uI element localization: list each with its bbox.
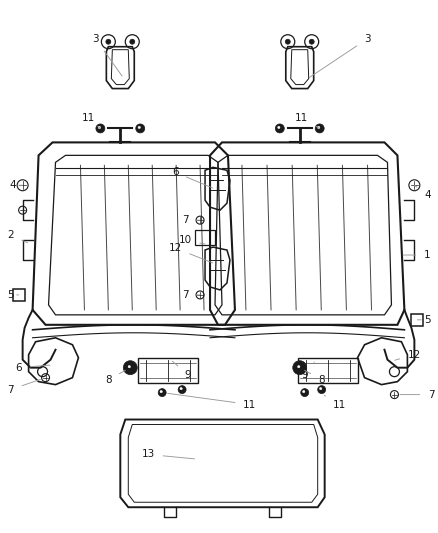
Text: 4: 4 <box>414 185 431 200</box>
Circle shape <box>318 385 326 393</box>
Circle shape <box>160 390 162 393</box>
Text: 11: 11 <box>325 395 346 409</box>
Text: 7: 7 <box>400 390 434 400</box>
Text: 1: 1 <box>403 250 431 260</box>
Circle shape <box>301 389 309 397</box>
Text: 3: 3 <box>309 34 371 77</box>
Text: 10: 10 <box>179 235 205 245</box>
Bar <box>195 230 215 245</box>
Text: 11: 11 <box>82 114 100 128</box>
Text: 2: 2 <box>7 230 28 243</box>
Text: 11: 11 <box>168 393 257 409</box>
Text: 11: 11 <box>295 114 320 128</box>
Circle shape <box>96 124 105 133</box>
Circle shape <box>138 126 141 128</box>
Circle shape <box>278 126 280 128</box>
Circle shape <box>276 124 284 133</box>
Bar <box>138 358 198 383</box>
Text: 3: 3 <box>92 34 122 76</box>
Circle shape <box>130 39 135 44</box>
Circle shape <box>319 387 322 390</box>
Circle shape <box>178 385 186 393</box>
Circle shape <box>128 366 131 368</box>
Bar <box>13 289 25 301</box>
Circle shape <box>303 390 305 393</box>
Circle shape <box>315 124 324 133</box>
Circle shape <box>318 126 320 128</box>
Text: 9: 9 <box>301 362 314 379</box>
Text: 9: 9 <box>173 361 191 379</box>
Bar <box>298 358 357 383</box>
Text: 7: 7 <box>182 215 200 225</box>
Text: 4: 4 <box>9 180 23 190</box>
Circle shape <box>106 39 111 44</box>
Circle shape <box>285 39 290 44</box>
Bar <box>411 314 424 326</box>
Text: 12: 12 <box>169 243 213 263</box>
Circle shape <box>180 387 182 390</box>
Circle shape <box>293 361 307 375</box>
Circle shape <box>297 366 300 368</box>
Text: 13: 13 <box>141 449 194 459</box>
Text: 7: 7 <box>7 379 40 394</box>
Text: 8: 8 <box>304 370 325 385</box>
Circle shape <box>136 124 145 133</box>
Text: 8: 8 <box>105 370 125 385</box>
Text: 12: 12 <box>395 350 421 360</box>
Text: 7: 7 <box>182 290 200 300</box>
Circle shape <box>98 126 101 128</box>
Text: 5: 5 <box>417 315 431 325</box>
Text: 6: 6 <box>172 167 213 188</box>
Circle shape <box>158 389 166 397</box>
Text: 5: 5 <box>7 290 19 300</box>
Circle shape <box>124 361 137 375</box>
Circle shape <box>309 39 314 44</box>
Text: 6: 6 <box>15 362 50 373</box>
